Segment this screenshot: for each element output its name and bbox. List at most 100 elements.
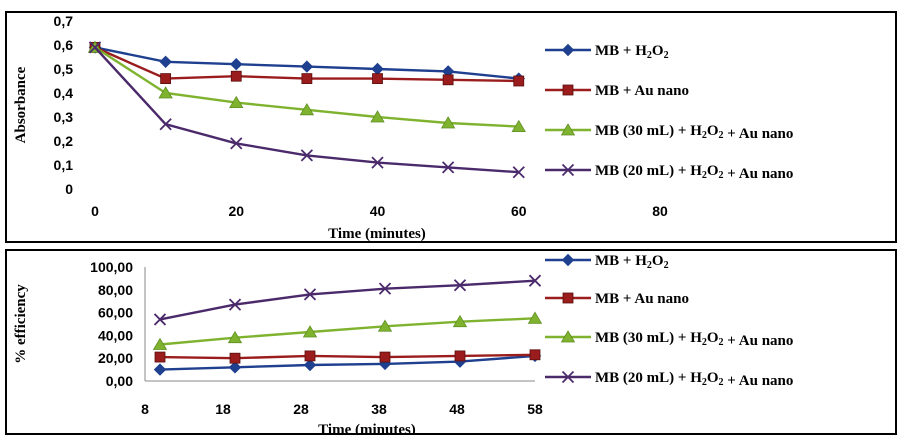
legend-marker — [561, 253, 575, 267]
legend-label: MB (20 mL) + H2O2 + Au nano — [595, 370, 793, 389]
y-tick-label: 0,4 — [54, 85, 74, 101]
data-point — [158, 86, 173, 99]
data-point — [511, 119, 526, 132]
data-point — [454, 350, 466, 362]
data-point — [153, 363, 167, 376]
series-4 — [153, 274, 542, 326]
y-tick-label: 0,6 — [54, 37, 74, 53]
data-point — [154, 351, 166, 363]
data-point — [229, 352, 241, 364]
x-tick-label: 38 — [371, 401, 387, 417]
legend-entry: MB + Au nano — [545, 291, 689, 307]
y-axis-label: % efficiency — [13, 284, 29, 364]
series-line — [159, 354, 536, 371]
y-tick-label: 20,00 — [98, 350, 133, 366]
data-point — [528, 274, 542, 287]
x-tick-label: 20 — [228, 203, 244, 219]
legend-marker — [561, 370, 575, 384]
data-point — [304, 350, 316, 362]
data-point — [372, 73, 383, 84]
absorbance-chart-panel: 0 0,1 0,2 0,3 0,4 0,5 0,6 0,7 0 20 40 60 80 Time (min… — [5, 11, 897, 243]
data-point — [159, 118, 172, 131]
data-point — [303, 288, 317, 301]
data-point — [228, 298, 242, 311]
y-tick-label: 0,1 — [54, 157, 74, 173]
legend-label: MB (20 mL) + H2O2 + Au nano — [595, 163, 793, 182]
data-point — [88, 41, 102, 54]
x-tick-label: 60 — [511, 203, 527, 219]
legend-entry: MB + Au nano — [545, 83, 689, 99]
data-point — [513, 75, 525, 87]
data-point — [300, 60, 314, 73]
legend-entry: MB (20 mL) + H2O2 + Au nano — [545, 163, 793, 182]
data-point — [152, 337, 168, 350]
y-tick-label: 100,00 — [90, 259, 133, 275]
data-point — [529, 349, 541, 361]
data-point — [153, 313, 167, 326]
y-tick-label: 0,2 — [54, 133, 74, 149]
legend-label: MB + H2O2 — [595, 43, 669, 61]
legend-entry: MB + H2O2 — [545, 253, 669, 271]
data-point — [379, 351, 391, 363]
y-tick-label: 0,00 — [106, 373, 133, 389]
x-tick-label: 58 — [527, 401, 543, 417]
data-point — [299, 103, 315, 116]
legend-marker — [562, 292, 574, 304]
data-point — [527, 311, 543, 324]
series-4 — [88, 41, 525, 179]
x-tick-label: 0 — [91, 203, 99, 219]
data-point — [229, 95, 244, 108]
series-3 — [152, 311, 543, 350]
data-point — [300, 149, 314, 162]
absorbance-chart: 0 0,1 0,2 0,3 0,4 0,5 0,6 0,7 0 20 40 60 80 Time (min… — [13, 13, 793, 242]
data-point — [512, 166, 525, 179]
data-point — [378, 282, 392, 295]
legend-marker — [560, 123, 576, 136]
y-tick-label: 60,00 — [98, 305, 133, 321]
efficiency-chart: 0,00 20,00 40,00 60,00 80,00 100,00 8 18 28 38 48 5… — [13, 253, 793, 435]
data-point — [370, 110, 385, 123]
legend-marker — [560, 330, 576, 343]
series-line — [159, 353, 536, 360]
series-2 — [154, 349, 541, 364]
data-point — [303, 358, 317, 372]
data-point — [452, 314, 468, 328]
y-tick-label: 0,3 — [54, 109, 74, 125]
legend-label: MB (30 mL) + H2O2 + Au nano — [595, 330, 793, 349]
y-tick-label: 0,5 — [54, 61, 74, 77]
x-tick-label: 48 — [449, 401, 465, 417]
legend-label: MB (30 mL) + H2O2 + Au nano — [595, 123, 793, 142]
data-point — [230, 137, 243, 150]
legend-marker — [561, 163, 575, 177]
legend-label: MB + Au nano — [595, 291, 689, 307]
data-point — [230, 57, 243, 71]
series-line — [159, 317, 536, 346]
legend-label: MB + Au nano — [595, 83, 689, 99]
data-point — [440, 116, 456, 129]
y-tick-label: 80,00 — [98, 282, 133, 298]
efficiency-chart-panel: 0,00 20,00 40,00 60,00 80,00 100,00 8 18 28 38 48 5… — [5, 249, 897, 435]
data-point — [371, 62, 384, 76]
data-point — [160, 73, 172, 84]
data-point — [441, 161, 455, 174]
y-tick-label: 0,7 — [54, 13, 74, 29]
data-point — [301, 73, 313, 84]
data-point — [442, 74, 454, 86]
x-tick-label: 8 — [141, 401, 149, 417]
data-point — [227, 330, 243, 344]
data-point — [453, 279, 467, 292]
legend-entry: MB + H2O2 — [545, 43, 669, 61]
data-point — [159, 55, 172, 69]
x-axis-label: Time (minutes) — [328, 226, 426, 242]
legend-entry: MB (30 mL) + H2O2 + Au nano — [545, 330, 793, 349]
x-tick-label: 28 — [293, 401, 309, 417]
x-tick-label: 40 — [370, 203, 386, 219]
y-axis-label: Absorbance — [13, 66, 29, 143]
y-tick-label: 0 — [65, 181, 73, 197]
data-point — [302, 325, 318, 338]
series-3 — [87, 40, 526, 132]
legend-entry: MB (30 mL) + H2O2 + Au nano — [545, 123, 793, 142]
x-axis-label: Time (minutes) — [318, 422, 416, 435]
series-1 — [153, 349, 542, 376]
legend-label: MB + H2O2 — [595, 253, 669, 271]
